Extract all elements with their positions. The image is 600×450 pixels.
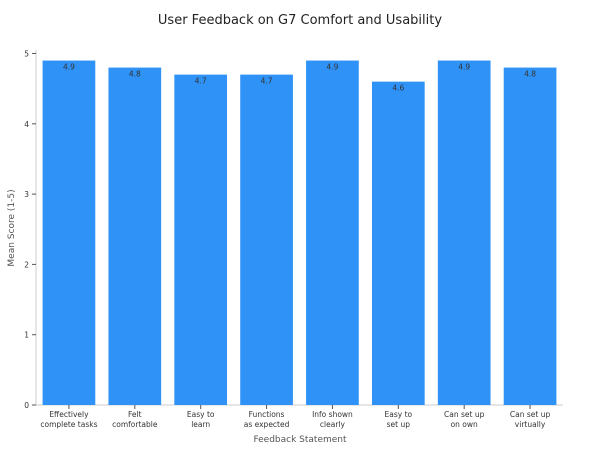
x-tick-label: Info shown clearly <box>312 410 353 429</box>
plot-area: 0 1 2 3 4 5 4.9 Effectively complete tasks 4.8 Fel… <box>24 50 563 429</box>
x-tick-label: Felt comfortable <box>112 410 158 429</box>
y-tick-label: 5 <box>24 50 29 59</box>
x-tick-label: Effectively complete tasks <box>40 410 97 429</box>
x-tick-label: Easy to set up <box>385 410 413 429</box>
x-tick-label: Can set up virtually <box>510 410 551 429</box>
data-label: 4.6 <box>392 84 404 93</box>
y-tick-label: 1 <box>24 331 29 340</box>
y-tick-label: 0 <box>24 401 29 410</box>
data-label: 4.9 <box>326 63 338 72</box>
bar <box>42 60 96 405</box>
bar <box>174 74 228 406</box>
y-axis-label: Mean Score (1-5) <box>7 189 17 266</box>
x-tick-label: Functions as expected <box>244 410 290 429</box>
bar <box>503 67 557 406</box>
data-label: 4.9 <box>458 63 470 72</box>
chart-title: User Feedback on G7 Comfort and Usabilit… <box>158 13 442 28</box>
x-tick-label: Can set up on own <box>444 410 485 429</box>
data-label: 4.7 <box>195 77 207 86</box>
x-tick-label: Easy to learn <box>187 410 215 429</box>
y-tick-label: 3 <box>24 190 29 199</box>
y-tick-label: 2 <box>24 260 29 269</box>
y-tick-label: 4 <box>24 120 29 129</box>
bar <box>240 74 293 406</box>
bar <box>371 81 425 405</box>
x-axis-label: Feedback Statement <box>253 435 347 445</box>
data-label: 4.8 <box>524 70 536 79</box>
data-label: 4.9 <box>63 63 75 72</box>
bar <box>306 60 359 405</box>
data-label: 4.7 <box>261 77 273 86</box>
bar <box>437 60 491 405</box>
data-label: 4.8 <box>129 70 141 79</box>
bar <box>108 67 162 406</box>
